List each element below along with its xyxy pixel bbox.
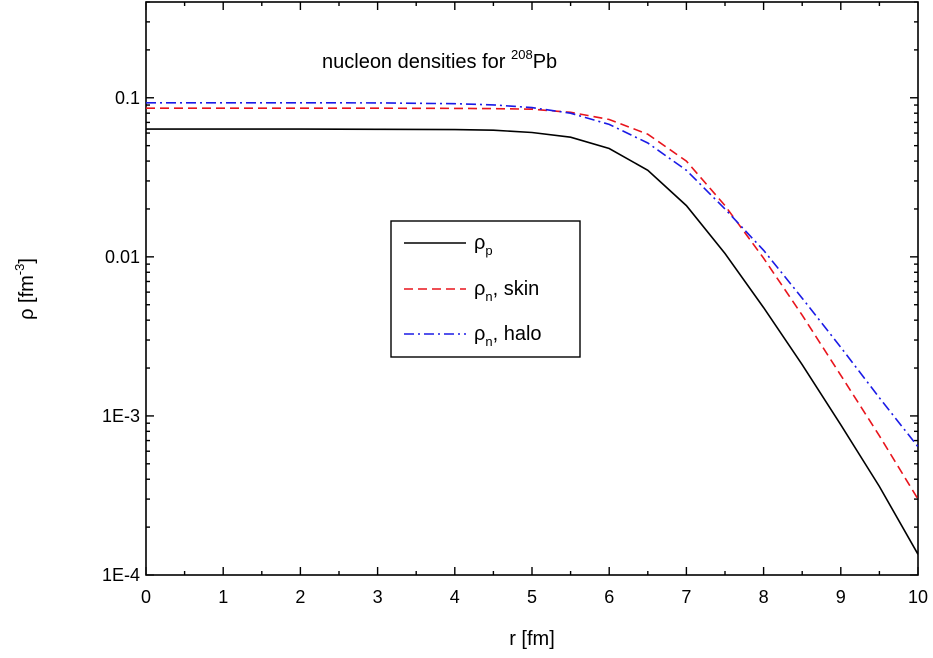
series-line-1 — [146, 107, 919, 500]
axis-ticks — [145, 1, 919, 576]
y-axis-title-close: ] — [16, 258, 38, 264]
x-tick-label: 1 — [218, 587, 228, 607]
x-tick-label: 9 — [836, 587, 846, 607]
y-axis-title: ρ [fm-3] — [12, 258, 38, 320]
series-line-2 — [146, 102, 919, 448]
x-tick-label: 3 — [373, 587, 383, 607]
chart-title-prefix: nucleon densities for — [322, 51, 511, 73]
x-tick-label: 6 — [604, 587, 614, 607]
legend: ρp ρn, skin ρn, halo — [390, 220, 581, 358]
chart-title-suffix: Pb — [533, 51, 557, 73]
x-tick-label: 2 — [295, 587, 305, 607]
legend-label-1: ρn, skin — [474, 278, 539, 304]
y-tick-label: 0.1 — [115, 88, 140, 108]
series-lines — [146, 102, 919, 555]
x-axis-title: r [fm] — [509, 628, 555, 650]
x-tick-label: 8 — [759, 587, 769, 607]
x-tick-label: 7 — [681, 587, 691, 607]
y-axis-title-superscript: -3 — [12, 264, 27, 276]
chart-title-superscript: 208 — [511, 47, 533, 62]
x-tick-label: 4 — [450, 587, 460, 607]
x-tick-label: 5 — [527, 587, 537, 607]
series-line-0 — [146, 128, 919, 555]
chart-title: nucleon densities for 208Pb — [322, 47, 557, 73]
y-tick-labels: 1E-4 1E-3 0.01 0.1 — [102, 88, 140, 585]
legend-label-2: ρn, halo — [474, 323, 542, 349]
y-tick-label: 1E-4 — [102, 565, 140, 585]
y-tick-label: 1E-3 — [102, 406, 140, 426]
x-tick-label: 0 — [141, 587, 151, 607]
legend-items: ρp ρn, skin ρn, halo — [404, 232, 542, 349]
x-tick-label: 10 — [908, 587, 928, 607]
x-tick-labels: 0 1 2 3 4 5 6 7 8 9 10 — [141, 587, 928, 607]
y-tick-label: 0.01 — [105, 247, 140, 267]
y-axis-title-main: ρ [fm — [16, 275, 38, 320]
legend-label-0: ρp — [474, 232, 493, 258]
